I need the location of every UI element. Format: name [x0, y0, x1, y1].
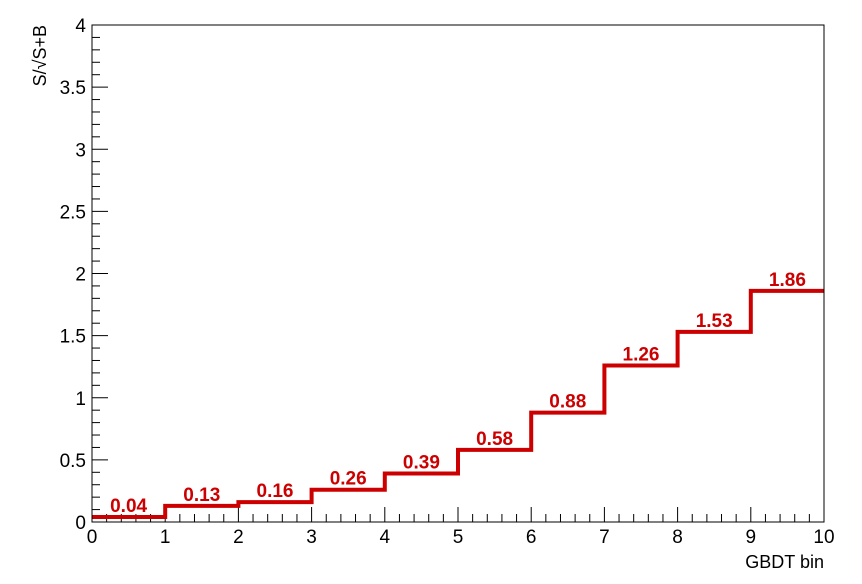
data-label: 0.16: [257, 481, 294, 502]
y-tick-label: 3: [75, 140, 86, 161]
data-label: 0.39: [403, 453, 440, 474]
data-label: 0.13: [183, 485, 220, 506]
ticks-layer: 0 1 2 3 4 5 6 7 8 9 10 0 0.5 1 1.5 2 2.5 3 3.5 4: [60, 16, 835, 548]
x-tick-label: 10: [813, 527, 834, 548]
data-label: 0.88: [549, 392, 586, 413]
y-tick-label: 0.5: [60, 451, 86, 472]
y-axis-title: S/√S+B: [30, 25, 50, 86]
data-label: 1.53: [696, 311, 733, 332]
x-tick-label: 8: [672, 527, 683, 548]
plot-frame: [91, 24, 825, 523]
x-tick-label: 6: [526, 527, 537, 548]
data-label: 1.86: [769, 270, 806, 291]
y-tick-label: 2.5: [60, 202, 86, 223]
y-tick-label: 0: [75, 513, 86, 534]
x-tick-label: 4: [380, 527, 391, 548]
x-tick-label: 3: [306, 527, 317, 548]
x-tick-label: 0: [87, 527, 98, 548]
y-tick-label: 2: [75, 265, 86, 286]
data-label: 1.26: [623, 344, 660, 365]
y-tick-label: 3.5: [60, 78, 86, 99]
x-tick-label: 1: [160, 527, 171, 548]
data-label: 0.58: [476, 429, 513, 450]
series-layer: [92, 288, 824, 520]
x-tick-label: 7: [599, 527, 610, 548]
x-tick-label: 5: [453, 527, 464, 548]
y-tick-label: 4: [75, 16, 86, 37]
x-tick-label: 2: [233, 527, 244, 548]
y-tick-label: 1: [75, 389, 86, 410]
y-tick-label: 1.5: [60, 327, 86, 348]
data-label: 0.26: [330, 469, 367, 490]
step-series-line: [92, 288, 824, 520]
data-label: 0.04: [110, 496, 147, 517]
x-tick-label: 9: [746, 527, 757, 548]
labels-layer: 0.04 0.13 0.16 0.26 0.39 0.58 0.88 1.26 1.53 1.86: [110, 270, 806, 517]
x-axis-title: GBDT bin: [745, 552, 824, 572]
